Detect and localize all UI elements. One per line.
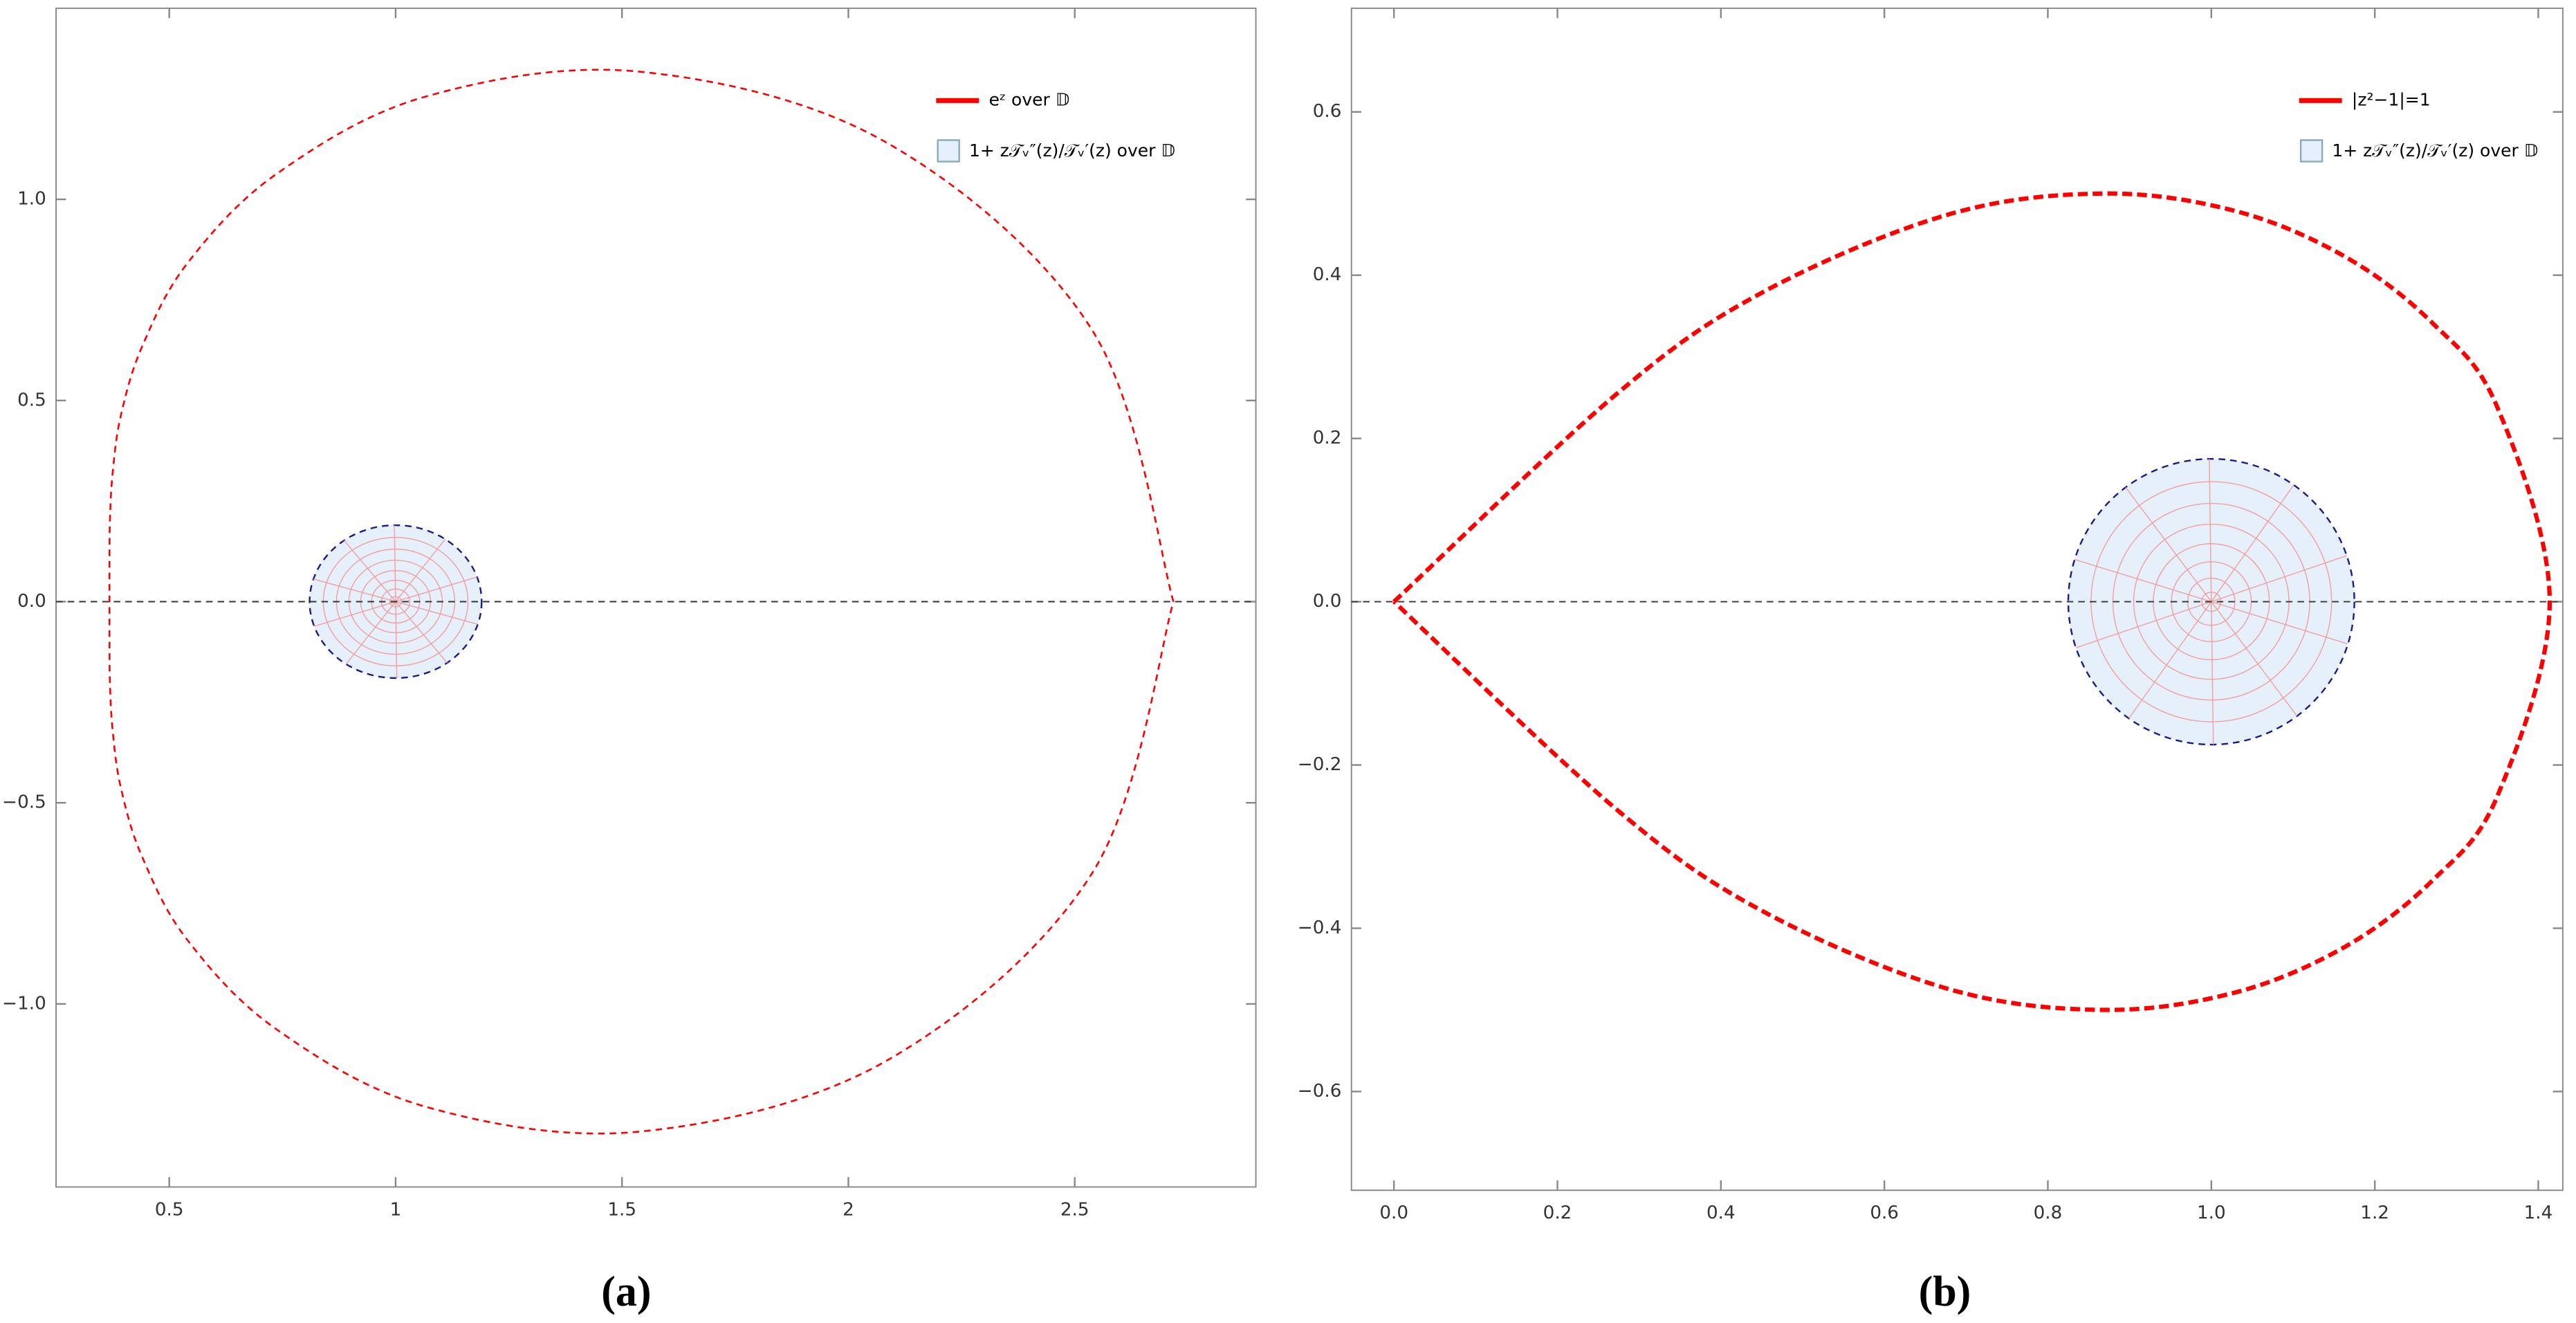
region-mesh [2209,459,2212,602]
x-tick-label: 0.6 [1870,1203,1899,1223]
legend-label: eᶻ over 𝔻 [989,89,1070,109]
plot-frame [55,7,1257,1188]
y-tick-label: 0.6 [1313,101,1342,122]
x-tick-label: 0.5 [155,1199,184,1220]
y-tick-label: 0.0 [17,591,46,612]
region-mesh [343,540,396,602]
curve [1392,191,2552,1012]
y-tick-label: −1.0 [2,993,46,1014]
caption: (a) [601,1268,651,1315]
region-mesh [2211,601,2214,745]
region-mesh [2075,601,2212,648]
x-tick-label: 1.5 [607,1199,636,1220]
region-mesh [2211,484,2294,603]
region-mesh [2211,601,2298,717]
region-mesh [395,601,398,678]
legend-label: 1+ z𝒯ᵥ″(z)/𝒯ᵥ′(z) over 𝔻 [2332,140,2538,161]
region-mesh [314,601,396,627]
region-mesh [395,601,478,625]
legend-label: |z²−1|=1 [2352,89,2431,109]
y-tick-label: 0.0 [1313,591,1342,612]
region-mesh [2211,555,2347,603]
y-tick-label: −0.4 [1298,918,1342,938]
x-tick-label: 0.4 [1706,1203,1736,1223]
y-tick-label: 0.2 [1313,428,1342,448]
x-tick-label: 2 [843,1199,854,1220]
y-tick-label: 0.4 [1313,264,1342,285]
y-tick-label: −0.2 [1298,754,1342,775]
region-mesh [2128,601,2212,719]
x-tick-label: 0.8 [2034,1203,2063,1223]
y-tick-label: 1.0 [17,189,46,210]
region-mesh [2125,486,2212,603]
x-tick-label: 1 [390,1199,402,1220]
x-tick-label: 1.4 [2524,1203,2553,1223]
region-mesh [395,601,448,664]
y-tick-label: 0.5 [17,390,46,410]
legend-swatch [937,139,960,163]
region-mesh [394,525,396,602]
caption: (b) [1919,1268,1971,1315]
legend-label: 1+ z𝒯ᵥ″(z)/𝒯ᵥ′(z) over 𝔻 [969,140,1175,161]
y-tick-label: −0.6 [1298,1081,1342,1102]
y-tick-label: −0.5 [2,792,46,813]
x-tick-label: 1.2 [2360,1203,2389,1223]
x-tick-label: 1.0 [2197,1203,2226,1223]
region-mesh [2211,601,2348,645]
region-mesh [395,576,477,603]
region-mesh [2074,558,2212,603]
legend-swatch [2299,139,2324,163]
curve [108,69,1175,1135]
region-mesh [345,601,396,665]
region-mesh [395,538,446,602]
region-mesh [313,578,396,603]
x-tick-label: 0.0 [1379,1203,1408,1223]
x-tick-label: 2.5 [1060,1199,1089,1220]
plot-frame [1350,7,2564,1192]
x-tick-label: 0.2 [1543,1203,1572,1223]
